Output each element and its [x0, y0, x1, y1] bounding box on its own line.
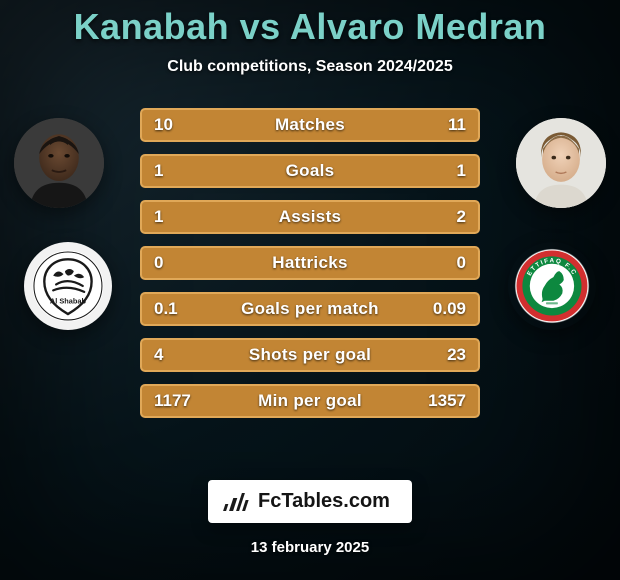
stat-label: Min per goal — [258, 391, 362, 411]
stat-right-value: 0.09 — [433, 299, 466, 319]
stat-left-value: 4 — [154, 345, 163, 365]
stat-right-value: 11 — [448, 115, 466, 135]
footer-date: 13 february 2025 — [251, 539, 369, 556]
stat-row: 1177 Min per goal 1357 — [140, 384, 480, 418]
player2-avatar — [516, 118, 606, 208]
club-left-label: Al Shabab — [50, 297, 87, 306]
player2-club-crest: ETTIFAQ F.C — [508, 242, 596, 330]
stat-label: Goals per match — [241, 299, 379, 319]
stat-left-value: 1 — [154, 161, 163, 181]
stat-right-value: 2 — [457, 207, 466, 227]
brand-label: FcTables.com — [258, 490, 390, 513]
stat-rows: 10 Matches 11 1 Goals 1 1 Assists 2 0 Ha… — [140, 108, 480, 418]
stat-left-value: 0 — [154, 253, 163, 273]
stat-label: Shots per goal — [249, 345, 371, 365]
stat-row: 4 Shots per goal 23 — [140, 338, 480, 372]
stat-left-value: 0.1 — [154, 299, 178, 319]
player1-avatar — [14, 118, 104, 208]
stat-row: 1 Assists 2 — [140, 200, 480, 234]
stat-label: Goals — [286, 161, 335, 181]
player2-avatar-icon — [516, 118, 606, 208]
stat-right-value: 0 — [457, 253, 466, 273]
stat-label: Hattricks — [272, 253, 347, 273]
page-title: Kanabah vs Alvaro Medran — [74, 6, 547, 48]
stat-left-value: 1177 — [154, 391, 191, 411]
stat-right-value: 1 — [457, 161, 466, 181]
stat-right-value: 1357 — [428, 391, 466, 411]
stat-left-value: 10 — [154, 115, 173, 135]
player2-name: Alvaro Medran — [290, 6, 547, 47]
ettifaq-crest-icon: ETTIFAQ F.C — [515, 249, 589, 323]
brand-bars-icon — [223, 493, 251, 511]
player1-name: Kanabah — [74, 6, 230, 47]
subtitle: Club competitions, Season 2024/2025 — [167, 58, 452, 76]
stat-right-value: 23 — [447, 345, 466, 365]
stat-label: Assists — [279, 207, 342, 227]
stat-row: 0.1 Goals per match 0.09 — [140, 292, 480, 326]
stat-left-value: 1 — [154, 207, 163, 227]
brand-badge: FcTables.com — [208, 480, 412, 523]
al-shabab-crest-icon: Al Shabab — [31, 249, 105, 323]
player1-avatar-icon — [14, 118, 104, 208]
stat-row: 10 Matches 11 — [140, 108, 480, 142]
vs-label: vs — [240, 6, 281, 47]
player1-club-crest: Al Shabab — [24, 242, 112, 330]
stat-row: 1 Goals 1 — [140, 154, 480, 188]
stat-label: Matches — [275, 115, 345, 135]
stat-row: 0 Hattricks 0 — [140, 246, 480, 280]
